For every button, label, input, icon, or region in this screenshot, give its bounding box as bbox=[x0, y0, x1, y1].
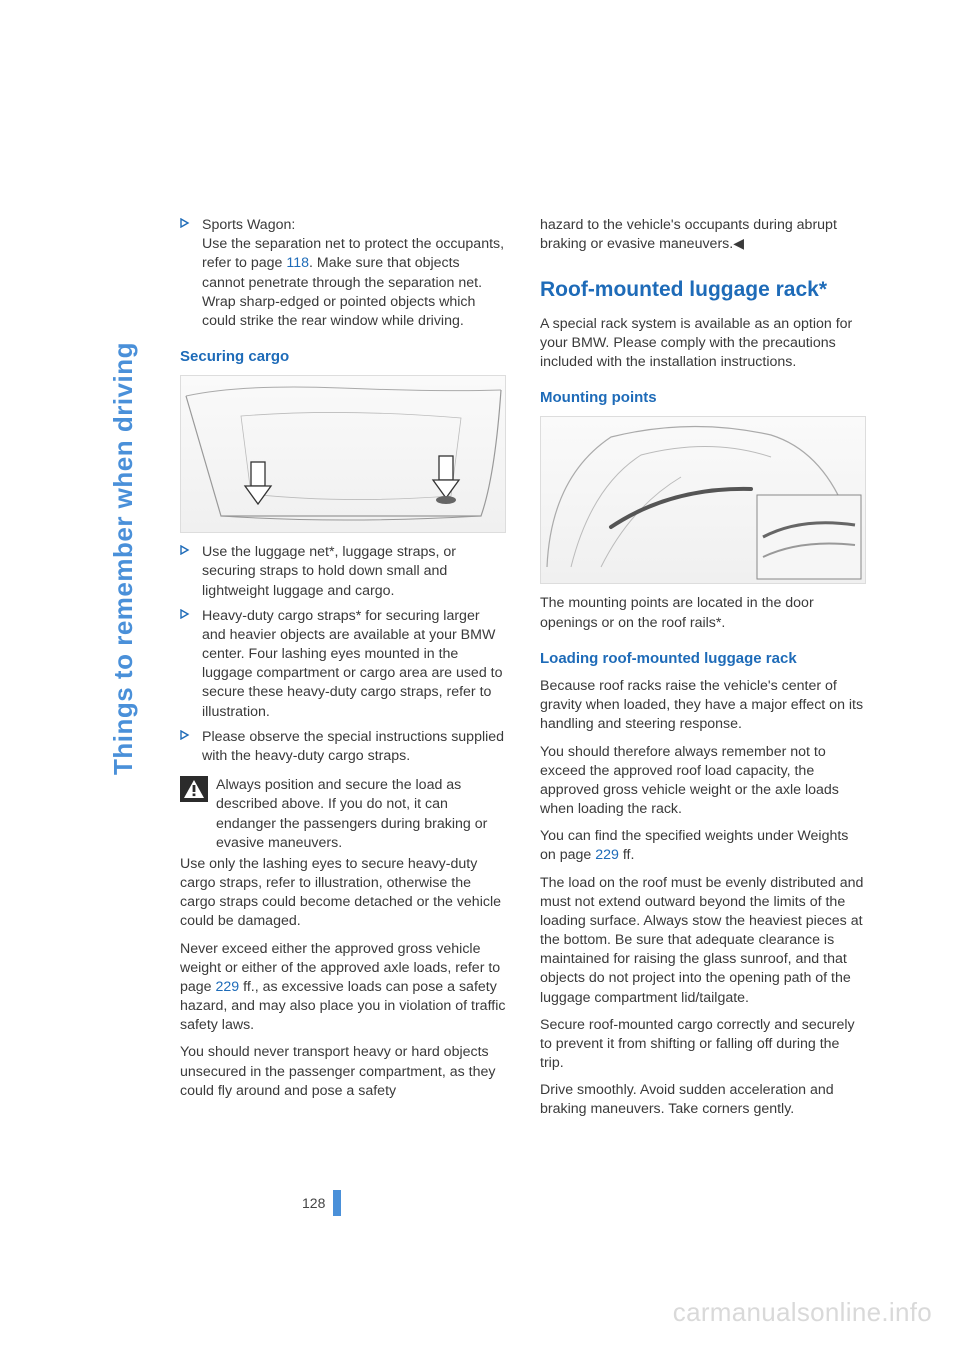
paragraph: You can find the specified weights under… bbox=[540, 827, 866, 865]
section-heading: Roof-mounted luggage rack* bbox=[540, 276, 866, 304]
page-link[interactable]: 229 bbox=[595, 847, 619, 863]
sub-heading: Mounting points bbox=[540, 388, 866, 408]
sub-heading: Loading roof-mounted luggage rack bbox=[540, 649, 866, 669]
paragraph: Because roof racks raise the vehicle's c… bbox=[540, 677, 866, 735]
paragraph: Drive smoothly. Avoid sudden acceleratio… bbox=[540, 1081, 866, 1119]
paragraph: You should never transport heavy or hard… bbox=[180, 1043, 506, 1101]
text: Always position and secure the load as d… bbox=[216, 777, 487, 851]
paragraph: Never exceed either the approved gross v… bbox=[180, 940, 506, 1036]
end-marker-icon: ◀ bbox=[733, 236, 744, 252]
paragraph: Secure roof-mounted cargo correctly and … bbox=[540, 1016, 866, 1074]
page-link[interactable]: 229 bbox=[216, 979, 240, 995]
bullet-text: Please observe the special instructions … bbox=[202, 728, 506, 766]
page-number-block: 128 bbox=[302, 1190, 341, 1216]
content-columns: Sports Wagon: Use the separation net to … bbox=[180, 216, 900, 1128]
warning-text: Always position and secure the load as d… bbox=[216, 776, 506, 853]
bullet-text: Heavy-duty cargo straps* for securing la… bbox=[202, 607, 506, 722]
figure-securing-cargo bbox=[180, 375, 506, 533]
paragraph: Use only the lashing eyes to secure heav… bbox=[180, 855, 506, 932]
text: Sports Wagon: bbox=[202, 217, 295, 233]
page-marker-icon bbox=[333, 1190, 341, 1216]
triangle-bullet-icon bbox=[180, 607, 202, 722]
paragraph: hazard to the vehicle's occupants during… bbox=[540, 216, 866, 254]
page-number: 128 bbox=[302, 1195, 325, 1211]
bullet-item: Please observe the special instructions … bbox=[180, 728, 506, 766]
warning-block: Always position and secure the load as d… bbox=[180, 776, 506, 853]
figure-caption: The mounting points are located in the d… bbox=[540, 594, 866, 632]
bullet-text: Use the luggage net*, luggage straps, or… bbox=[202, 543, 506, 601]
bullet-item: Heavy-duty cargo straps* for securing la… bbox=[180, 607, 506, 722]
text: Wrap sharp-edged or pointed objects whic… bbox=[202, 294, 475, 329]
figure-mounting-points bbox=[540, 416, 866, 584]
sub-heading: Securing cargo bbox=[180, 347, 506, 367]
manual-page: Things to remember when driving Sports W… bbox=[0, 0, 960, 1358]
side-chapter-title: Things to remember when driving bbox=[108, 342, 139, 775]
bullet-item: Sports Wagon: Use the separation net to … bbox=[180, 216, 506, 331]
paragraph: The load on the roof must be evenly dist… bbox=[540, 874, 866, 1008]
warning-icon bbox=[180, 776, 208, 853]
bullet-text: Sports Wagon: Use the separation net to … bbox=[202, 216, 506, 331]
triangle-bullet-icon bbox=[180, 543, 202, 601]
triangle-bullet-icon bbox=[180, 728, 202, 766]
watermark: carmanualsonline.info bbox=[673, 1297, 932, 1328]
paragraph: A special rack system is available as an… bbox=[540, 315, 866, 373]
text: ff. bbox=[619, 847, 635, 863]
right-column: hazard to the vehicle's occupants during… bbox=[540, 216, 866, 1128]
left-column: Sports Wagon: Use the separation net to … bbox=[180, 216, 506, 1128]
text: hazard to the vehicle's occupants during… bbox=[540, 217, 837, 252]
text: You can find the specified weights under… bbox=[540, 828, 848, 863]
page-link[interactable]: 118 bbox=[286, 255, 309, 271]
bullet-item: Use the luggage net*, luggage straps, or… bbox=[180, 543, 506, 601]
triangle-bullet-icon bbox=[180, 216, 202, 331]
paragraph: You should therefore always remember not… bbox=[540, 743, 866, 820]
